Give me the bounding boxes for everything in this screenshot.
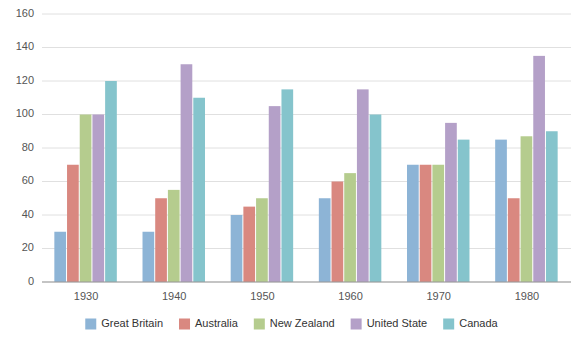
x-tick-label: 1970 [427, 290, 451, 302]
grid-line [42, 114, 571, 115]
x-axis-line [42, 282, 571, 283]
x-tick-label: 1960 [338, 290, 362, 302]
grid-line [42, 248, 571, 249]
bar [546, 131, 558, 282]
bar [319, 198, 331, 282]
x-axis: 1930 1940 1950 1960 1970 1980 [74, 290, 539, 302]
legend-item: New Zealand [254, 317, 335, 330]
bar [92, 115, 104, 283]
legend-swatch [351, 319, 362, 330]
y-tick-label: 20 [22, 241, 34, 253]
bar [420, 165, 432, 282]
bar [193, 98, 205, 282]
grid-line [42, 215, 571, 216]
bar [281, 89, 293, 282]
bar [407, 165, 419, 282]
bar [231, 215, 243, 282]
legend-item: Great Britain [85, 317, 163, 330]
x-tick-label: 1930 [74, 290, 98, 302]
legend-label: Australia [195, 317, 239, 329]
bar [67, 165, 79, 282]
bar [269, 106, 281, 282]
y-tick-label: 60 [22, 174, 34, 186]
y-tick-label: 0 [28, 275, 34, 287]
legend-item: Australia [179, 317, 239, 330]
y-tick-label: 40 [22, 208, 34, 220]
bar [181, 64, 193, 282]
y-tick-label: 140 [16, 40, 34, 52]
chart-container: 0 20 40 60 80 100 120 140 160 1930 1940 1950 1960 197… [0, 0, 583, 344]
grid-line [42, 47, 571, 48]
legend-label: Great Britain [101, 317, 163, 329]
chart-svg: 0 20 40 60 80 100 120 140 160 1930 1940 1950 1960 197… [0, 0, 583, 344]
y-axis: 0 20 40 60 80 100 120 140 160 [16, 7, 571, 287]
bar [445, 123, 457, 282]
y-tick-label: 160 [16, 7, 34, 19]
legend-item: Canada [443, 317, 498, 330]
bar [344, 173, 356, 282]
legend-swatch [254, 319, 265, 330]
legend-item: United State [351, 317, 428, 330]
bar [143, 232, 155, 282]
bar [168, 190, 180, 282]
x-tick-label: 1940 [162, 290, 186, 302]
bar [508, 198, 520, 282]
grid-line [42, 81, 571, 82]
bar [533, 56, 545, 282]
bar [370, 115, 382, 283]
grid-line [42, 148, 571, 149]
bar [105, 81, 117, 282]
legend-swatch [179, 319, 190, 330]
x-tick-label: 1980 [515, 290, 539, 302]
bars [54, 56, 557, 282]
y-tick-label: 120 [16, 74, 34, 86]
legend-label: Canada [459, 317, 498, 329]
legend-swatch [85, 319, 96, 330]
legend-label: United State [367, 317, 428, 329]
bar [256, 198, 268, 282]
bar [155, 198, 167, 282]
bar [243, 207, 255, 282]
bar [332, 182, 344, 283]
bar [357, 89, 369, 282]
bar [458, 140, 470, 282]
bar [80, 115, 92, 283]
grid-line [42, 14, 571, 15]
grid-line [42, 181, 571, 182]
y-tick-label: 100 [16, 107, 34, 119]
legend-swatch [443, 319, 454, 330]
grid-line [42, 282, 571, 283]
bar [54, 232, 66, 282]
legend-label: New Zealand [270, 317, 335, 329]
bar [432, 165, 444, 282]
x-tick-label: 1950 [250, 290, 274, 302]
legend: Great Britain Australia New Zealand United … [85, 317, 498, 330]
bar [521, 136, 533, 282]
bar [495, 140, 507, 282]
y-tick-label: 80 [22, 141, 34, 153]
